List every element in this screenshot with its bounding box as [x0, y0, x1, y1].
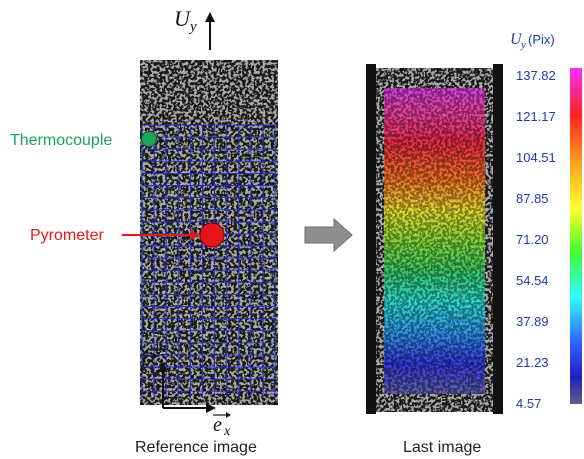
colorbar-tick-label: 21.23	[516, 355, 549, 370]
transition-arrow	[304, 217, 353, 253]
reference-grid	[141, 124, 276, 398]
svg-text:U: U	[174, 6, 192, 31]
svg-text:e: e	[140, 356, 149, 378]
colorbar-ticks: 137.82 121.17 104.51 87.85 71.20 54.54 37.89 21…	[516, 68, 556, 411]
colorbar-tick-label: 71.20	[516, 232, 549, 247]
colorbar-tick-label: 137.82	[516, 68, 556, 83]
pyrometer-label: Pyrometer	[30, 227, 104, 244]
pyrometer-marker	[199, 222, 225, 248]
svg-text:x: x	[223, 424, 231, 439]
reference-image-caption: Reference image	[135, 439, 257, 456]
svg-text:U: U	[510, 31, 523, 48]
colorbar-tick-label: 104.51	[516, 150, 556, 165]
thermocouple-marker	[141, 131, 157, 147]
ex-label: e x	[213, 412, 231, 439]
svg-text:y: y	[520, 39, 526, 51]
displacement-field	[384, 88, 485, 394]
uy-up-arrow	[205, 12, 215, 50]
thermocouple-label: Thermocouple	[10, 132, 112, 149]
colorbar-tick-label: 37.89	[516, 314, 549, 329]
svg-text:y: y	[188, 19, 197, 35]
colorbar-tick-label: 54.54	[516, 273, 549, 288]
svg-text:(Pix): (Pix)	[528, 32, 555, 47]
colorbar-tick-label: 4.57	[516, 396, 541, 411]
svg-text:e: e	[213, 414, 222, 436]
ex-ey-axes	[158, 362, 216, 413]
pyrometer-arrow	[122, 230, 200, 240]
last-image-caption: Last image	[403, 439, 481, 456]
uy-axis-label: U y	[174, 6, 197, 35]
colorbar-title: U y (Pix)	[510, 31, 555, 51]
colorbar-tick-label: 87.85	[516, 191, 549, 206]
svg-text:y: y	[149, 366, 158, 381]
ey-label: e y	[140, 353, 158, 381]
colorbar-gradient	[570, 68, 582, 404]
colorbar-tick-label: 121.17	[516, 109, 556, 124]
